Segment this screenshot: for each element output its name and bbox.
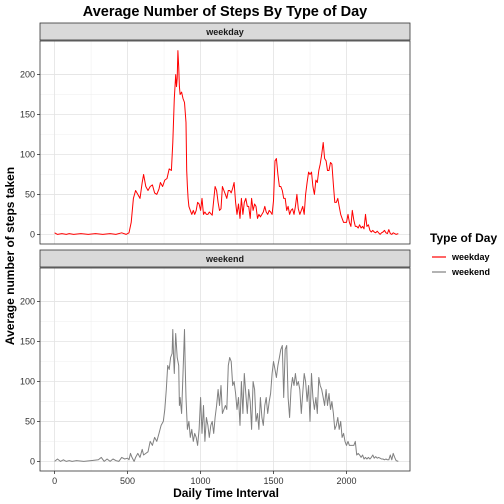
strip-label-weekday: weekday xyxy=(205,27,244,37)
legend-items: weekday weekend xyxy=(432,252,490,277)
y-tick-label: 200 xyxy=(20,297,35,307)
series-line-weekend xyxy=(54,329,399,462)
strip-weekend-bg xyxy=(39,249,411,268)
series-weekend xyxy=(54,329,399,462)
y-tick-label: 50 xyxy=(25,416,35,426)
series-line-weekday xyxy=(54,50,399,235)
series-weekday xyxy=(54,50,399,235)
x-tick-label: 1500 xyxy=(264,476,284,486)
y-tick-label: 100 xyxy=(20,149,35,159)
panel-weekend-bg xyxy=(40,268,410,471)
legend-label-weekday: weekday xyxy=(451,252,490,262)
panel-weekday: weekday 0 50 100 150 200 xyxy=(20,22,411,245)
panel-weekday-border xyxy=(39,40,411,245)
y-tick-label: 0 xyxy=(30,229,35,239)
legend-label-weekend: weekend xyxy=(451,267,490,277)
y-tick-label: 0 xyxy=(30,456,35,466)
chart-title: Average Number of Steps By Type of Day xyxy=(83,4,367,20)
strip-label-weekend: weekend xyxy=(205,254,244,264)
y-tick-label: 150 xyxy=(20,337,35,347)
y-tick-label: 200 xyxy=(20,70,35,80)
y-axis-title: Average number of steps taken xyxy=(3,167,17,345)
x-axis-title: Daily Time Interval xyxy=(173,486,279,500)
panel-weekday-bg xyxy=(40,41,410,244)
y-tick-label: 50 xyxy=(25,189,35,199)
x-tick-label: 0 xyxy=(52,476,57,486)
grid-weekend xyxy=(40,268,410,471)
y-axis-ticks-weekday: 0 50 100 150 200 xyxy=(20,70,40,239)
panel-weekend-border xyxy=(39,267,411,472)
panel-weekend: weekend 0 50 100 150 200 xyxy=(20,249,411,472)
x-axis-ticks: 0 500 1000 1500 2000 xyxy=(52,471,357,486)
legend-title: Type of Day xyxy=(430,231,497,245)
legend: Type of Day weekday weekend xyxy=(430,231,497,277)
y-axis-ticks-weekend: 0 50 100 150 200 xyxy=(20,297,40,466)
x-tick-label: 1000 xyxy=(191,476,211,486)
x-tick-label: 2000 xyxy=(336,476,356,486)
strip-weekday-bg xyxy=(39,22,411,41)
y-tick-label: 150 xyxy=(20,110,35,120)
x-tick-label: 500 xyxy=(120,476,135,486)
y-tick-label: 100 xyxy=(20,376,35,386)
